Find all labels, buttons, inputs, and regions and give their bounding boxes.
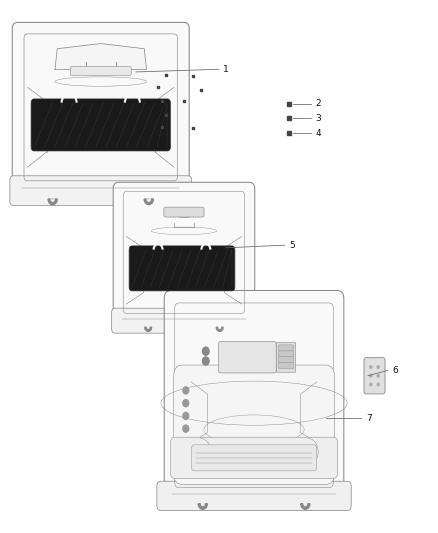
Wedge shape — [145, 327, 152, 332]
Text: 1: 1 — [223, 65, 229, 74]
FancyBboxPatch shape — [157, 481, 351, 511]
FancyBboxPatch shape — [31, 99, 170, 151]
Circle shape — [377, 382, 380, 386]
Circle shape — [377, 365, 380, 369]
FancyBboxPatch shape — [12, 22, 189, 190]
Circle shape — [183, 425, 189, 432]
Circle shape — [377, 374, 380, 378]
Text: 2: 2 — [315, 100, 321, 108]
Wedge shape — [301, 504, 310, 509]
Circle shape — [183, 387, 189, 394]
Circle shape — [369, 365, 372, 369]
Wedge shape — [198, 504, 207, 509]
FancyBboxPatch shape — [219, 342, 276, 373]
FancyBboxPatch shape — [174, 365, 334, 484]
FancyBboxPatch shape — [112, 308, 256, 333]
FancyBboxPatch shape — [279, 363, 293, 369]
Text: 7: 7 — [366, 414, 371, 423]
Text: 6: 6 — [392, 366, 398, 375]
Wedge shape — [48, 199, 57, 205]
Circle shape — [202, 347, 209, 355]
FancyBboxPatch shape — [276, 342, 296, 373]
FancyBboxPatch shape — [279, 351, 293, 357]
Polygon shape — [55, 44, 146, 69]
FancyBboxPatch shape — [113, 182, 255, 322]
Text: 3: 3 — [315, 114, 321, 123]
Circle shape — [183, 400, 189, 407]
Wedge shape — [144, 199, 153, 205]
Circle shape — [183, 413, 189, 419]
FancyBboxPatch shape — [279, 357, 293, 362]
FancyBboxPatch shape — [170, 437, 337, 479]
Wedge shape — [216, 327, 223, 332]
Circle shape — [369, 382, 372, 386]
Circle shape — [202, 357, 209, 365]
FancyBboxPatch shape — [279, 345, 293, 351]
Text: 5: 5 — [289, 241, 295, 249]
FancyBboxPatch shape — [191, 445, 317, 471]
Circle shape — [369, 374, 372, 378]
FancyBboxPatch shape — [164, 207, 204, 217]
Text: 4: 4 — [315, 129, 321, 138]
FancyBboxPatch shape — [129, 246, 235, 291]
FancyBboxPatch shape — [164, 290, 344, 497]
FancyBboxPatch shape — [71, 67, 131, 76]
FancyBboxPatch shape — [364, 358, 385, 394]
FancyBboxPatch shape — [10, 176, 192, 205]
